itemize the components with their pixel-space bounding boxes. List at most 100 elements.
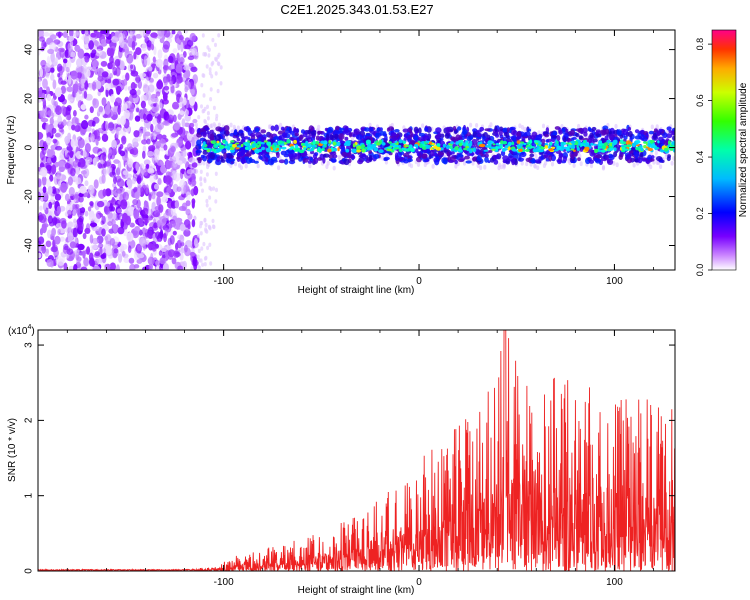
band-speck — [241, 157, 246, 165]
noise-speck — [49, 42, 57, 51]
band-speck — [209, 133, 215, 141]
band-speck — [581, 127, 588, 133]
band-speck — [455, 134, 461, 142]
noise-speck — [49, 34, 57, 40]
noise-speck — [50, 67, 55, 73]
noise-speck — [129, 222, 135, 228]
noise-speck — [159, 257, 167, 265]
band-core-speck — [343, 143, 347, 146]
band-core-speck — [351, 148, 357, 153]
noise-speck — [41, 146, 47, 156]
band-core-speck — [512, 148, 517, 152]
band-core-speck — [603, 142, 608, 146]
band-core-speck — [398, 148, 403, 153]
band-speck — [198, 145, 202, 150]
noise-speck — [52, 138, 58, 144]
band-speck — [307, 160, 313, 164]
band-core-speck — [378, 149, 384, 154]
noise-speck — [104, 235, 109, 241]
band-speck — [571, 136, 577, 140]
band-speck — [595, 154, 602, 159]
band-speck — [270, 159, 274, 165]
band-speck — [202, 130, 207, 138]
noise-speck — [45, 137, 52, 144]
band-core-speck — [321, 147, 325, 151]
band-speck — [648, 130, 654, 135]
band-speck — [487, 160, 491, 164]
noise-speck — [142, 84, 150, 94]
noise-speck — [132, 137, 139, 146]
band-core-speck — [258, 143, 262, 147]
noise-speck — [126, 179, 132, 187]
band-speck — [226, 153, 233, 159]
noise-speck — [154, 170, 162, 176]
noise-speck — [134, 191, 140, 200]
noise-speck — [67, 221, 74, 228]
band-halo-speck — [279, 122, 283, 128]
band-core-speck — [225, 141, 228, 146]
noise-speck — [67, 232, 74, 243]
band-core-speck — [594, 148, 598, 154]
band-halo-speck — [454, 163, 458, 169]
band-speck — [310, 130, 317, 136]
noise-speck — [40, 166, 48, 177]
band-core-speck — [317, 146, 321, 152]
noise-speck — [138, 229, 143, 236]
noise-speck — [142, 207, 149, 216]
band-speck — [228, 158, 236, 162]
band-core-speck — [323, 142, 328, 145]
band-speck — [616, 129, 622, 136]
snr-series-line — [38, 330, 675, 571]
band-core-speck — [431, 142, 436, 146]
spectrogram-panel: -100 0 100 -40 -20 0 20 40 Height of straight l… — [6, 29, 676, 296]
noise-speck — [182, 51, 187, 58]
band-core-speck — [649, 139, 655, 144]
band-core-speck — [387, 146, 392, 150]
noise-speck — [57, 73, 61, 78]
noise-speck — [57, 160, 65, 168]
band-core-speck — [584, 146, 590, 152]
band-speck — [282, 132, 288, 138]
band-speck — [424, 126, 429, 132]
band-speck — [543, 154, 550, 159]
band-core-speck — [650, 144, 656, 149]
band-speck — [243, 126, 249, 132]
band-speck — [317, 157, 322, 161]
band-core-speck — [492, 143, 496, 146]
noise-speck — [167, 55, 174, 64]
band-core-speck — [549, 142, 553, 146]
noise-speck — [166, 186, 172, 194]
band-speck — [289, 130, 295, 135]
noise-speck — [191, 179, 197, 187]
band-speck — [331, 159, 337, 163]
noise-speck — [84, 210, 89, 217]
band-halo-speck — [407, 162, 412, 167]
band-speck — [435, 134, 441, 140]
band-speck — [604, 135, 609, 141]
band-speck — [407, 134, 411, 140]
noise-speck — [142, 150, 146, 159]
noise-speck — [102, 188, 107, 197]
band-core-speck — [623, 144, 628, 148]
band-core-speck — [408, 144, 413, 149]
noise-speck — [181, 118, 186, 128]
noise-speck — [90, 244, 98, 250]
band-core-speck — [403, 147, 407, 152]
band-speck — [313, 157, 319, 165]
band-speck — [233, 130, 238, 136]
noise-speck — [138, 215, 144, 225]
snr-ytick-label: 3 — [24, 342, 35, 348]
noise-speck — [46, 259, 54, 267]
band-speck — [361, 153, 366, 157]
band-core-speck — [290, 146, 295, 150]
noise-speck — [98, 70, 102, 80]
noise-speck — [112, 212, 117, 221]
noise-speck — [101, 174, 106, 184]
noise-speck — [104, 263, 111, 269]
noise-speck-faint — [205, 64, 209, 69]
noise-speck — [64, 49, 69, 58]
band-core-speck — [455, 141, 459, 146]
noise-speck — [88, 40, 94, 50]
band-core-speck — [355, 149, 362, 153]
band-speck — [594, 157, 599, 162]
